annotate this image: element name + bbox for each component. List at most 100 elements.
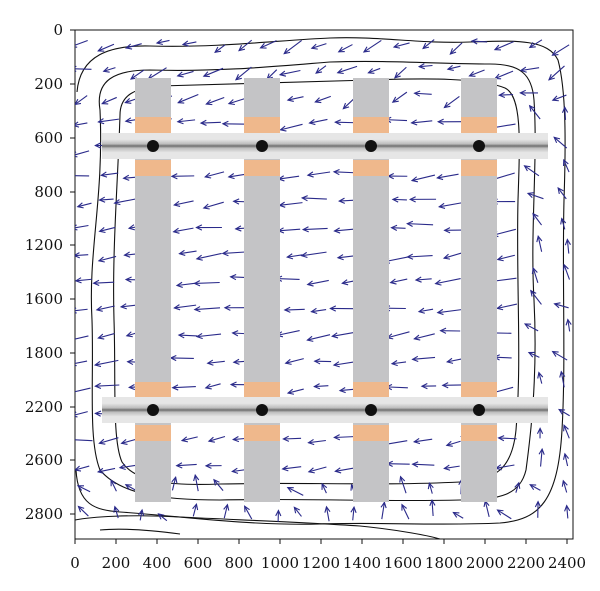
velocity-vector [175,281,196,288]
velocity-vector [538,447,545,467]
velocity-vector [308,118,328,126]
velocity-vector [333,434,354,441]
velocity-vector [193,473,200,492]
velocity-vector [537,371,544,384]
rail-fasteners [147,140,485,416]
velocity-vector [234,66,252,81]
rail-head [102,139,548,153]
velocity-vector [528,39,543,49]
velocity-vector [244,505,253,520]
y-tick-label: 2800 [25,505,63,523]
velocity-vector [75,175,90,177]
velocity-vector [98,226,116,234]
velocity-vector [277,227,301,234]
velocity-vector [202,67,224,78]
y-tick-label: 0 [53,21,63,39]
velocity-vector [367,67,381,74]
velocity-vector [336,65,358,75]
x-tick-label: 400 [143,554,172,572]
velocity-vector [205,96,225,106]
velocity-vector [193,306,221,313]
velocity-vector [124,43,142,50]
velocity-vector [75,465,90,472]
x-tick-label: 2200 [507,554,545,572]
velocity-vector [560,217,567,230]
velocity-vector [350,505,357,521]
velocity-vector [470,38,488,45]
velocity-vector [411,461,435,468]
velocity-vector [561,479,568,493]
velocity-vector [178,249,197,256]
rails [102,133,548,423]
velocity-vector [527,351,540,358]
velocity-vector [410,119,433,126]
velocity-vector [213,478,224,492]
velocity-vector [97,118,119,125]
velocity-vector [310,43,327,50]
velocity-vector [413,333,435,341]
y-tick-label: 800 [34,183,63,201]
velocity-vector [393,66,407,79]
velocity-vector [75,335,89,340]
velocity-vector [195,224,222,231]
velocity-vector [278,69,301,77]
velocity-vector [536,427,544,439]
fastener-dot [147,404,159,416]
velocity-vector [314,95,331,104]
y-axis: 0 200 600 800 1200 1600 1800 2200 2600 2800 [25,21,75,523]
velocity-vector [386,331,410,340]
velocity-vector [564,238,571,254]
rail [102,397,548,423]
velocity-vector [562,158,570,173]
velocity-vector [483,499,490,518]
velocity-vector [387,173,408,180]
velocity-vector [95,305,115,312]
velocity-vector [97,255,117,263]
rail-pad [461,160,497,176]
velocity-vector [519,66,540,73]
contour-line [75,37,566,525]
velocity-vector [494,464,515,471]
velocity-vector [334,467,356,474]
velocity-vector [531,266,539,283]
velocity-vector [523,165,540,177]
velocity-vector [97,333,115,340]
velocity-vector [155,38,170,46]
rail-pad [353,382,389,398]
velocity-vector [227,173,247,180]
velocity-vector [436,173,459,181]
rail-pad [244,425,280,441]
velocity-vector [529,484,541,491]
velocity-vector [281,465,302,472]
velocity-vector [238,39,253,52]
velocity-vector [420,383,437,390]
velocity-vector [496,509,512,520]
velocity-vector [110,479,117,492]
velocity-vector [406,220,434,227]
velocity-vector [429,498,436,517]
velocity-vector [443,227,462,234]
velocity-vector [468,69,485,77]
velocity-vector [97,43,115,52]
velocity-vector [307,438,326,446]
velocity-vector [301,226,328,233]
contour-line [99,528,181,535]
velocity-vector [93,359,119,368]
velocity-vector [102,66,116,73]
velocity-vector [551,350,568,361]
velocity-vector [441,382,464,389]
velocity-vector [496,303,518,311]
velocity-vector [417,307,434,314]
velocity-vector [493,70,514,80]
velocity-vector [399,475,407,494]
velocity-vector [306,279,329,287]
velocity-vector [436,118,462,125]
velocity-vector [286,486,304,496]
velocity-vector [173,304,197,311]
velocity-vector [342,97,356,110]
velocity-vector [300,251,327,259]
fastener-dot [147,140,159,152]
velocity-vector [138,508,145,521]
x-axis: 0 200 400 600 800 1000 1200 1400 1600 1800 2000 220… [70,539,586,572]
